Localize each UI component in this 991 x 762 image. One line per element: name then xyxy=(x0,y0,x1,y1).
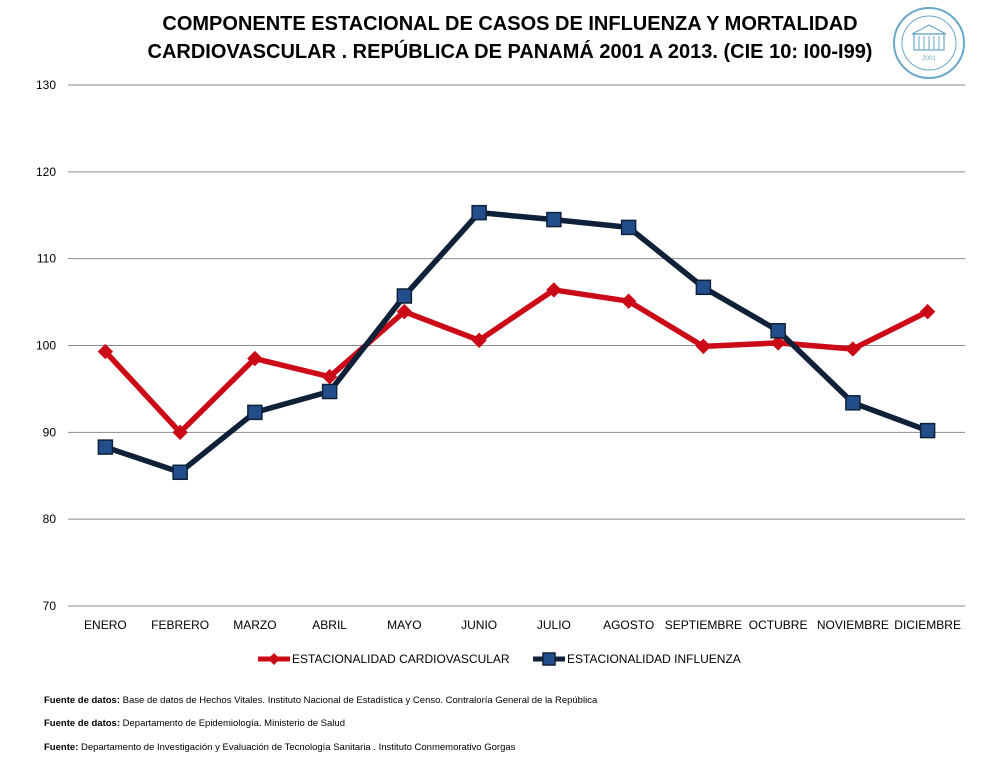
y-axis-ticks: 70 80 90 100 110 120 130 xyxy=(36,78,56,613)
legend-label-cardiovascular: ESTACIONALIDAD CARDIOVASCULAR xyxy=(292,652,510,666)
y-tick-label: 80 xyxy=(43,512,57,526)
x-axis-ticks: ENERO FEBRERO MARZO ABRIL MAYO JUNIO JULIO AGOS… xyxy=(84,618,961,632)
data-point-cardiovascular xyxy=(172,424,188,441)
x-tick-label: JUNIO xyxy=(461,618,497,632)
legend: ESTACIONALIDAD CARDIOVASCULAR ESTACIONALI… xyxy=(258,652,741,666)
x-tick-label: AGOSTO xyxy=(603,618,654,632)
data-point-influenza xyxy=(396,288,413,304)
institution-seal-icon: 2001 xyxy=(893,7,965,79)
data-point-influenza xyxy=(471,204,487,221)
chart-title-line-2: CARDIOVASCULAR . REPÚBLICA DE PANAMÁ 200… xyxy=(147,41,873,63)
data-point-influenza xyxy=(546,211,562,228)
y-tick-label: 120 xyxy=(36,165,56,179)
x-tick-label: ENERO xyxy=(84,618,127,632)
source-label-3: Fuente: xyxy=(44,742,79,753)
x-tick-label: FEBRERO xyxy=(151,618,209,632)
data-point-cardiovascular xyxy=(97,343,114,360)
y-tick-label: 70 xyxy=(43,599,57,613)
data-point-cardiovascular xyxy=(695,338,712,355)
data-point-cardiovascular xyxy=(845,341,861,357)
x-tick-label: DICIEMBRE xyxy=(894,618,961,632)
x-tick-label: MARZO xyxy=(233,618,276,632)
x-tick-label: ABRIL xyxy=(312,618,347,632)
y-tick-label: 110 xyxy=(37,252,56,266)
data-point-cardiovascular xyxy=(471,332,487,348)
legend-marker-cardiovascular xyxy=(268,653,280,665)
series-line-cardiovascular xyxy=(102,287,931,436)
x-tick-label: SEPTIEMBRE xyxy=(665,618,742,632)
line-chart: 70 80 90 100 110 120 130 ENERO FEBRERO MARZO ABRI… xyxy=(36,78,965,666)
x-tick-label: NOVIEMBRE xyxy=(817,618,889,632)
legend-marker-influenza xyxy=(542,652,556,666)
source-text-1: Base de datos de Hechos Vitales. Institu… xyxy=(122,695,598,706)
chart-title: COMPONENTE ESTACIONAL DE CASOS DE INFLUE… xyxy=(110,10,910,66)
data-point-influenza xyxy=(247,404,263,421)
data-point-cardiovascular xyxy=(620,293,637,309)
data-point-influenza xyxy=(845,395,861,411)
source-note-2: Fuente de datos: Departamento de Epidemi… xyxy=(44,718,345,729)
data-point-influenza xyxy=(321,383,338,400)
chart-title-line-1: COMPONENTE ESTACIONAL DE CASOS DE INFLUE… xyxy=(162,13,858,35)
data-point-cardiovascular xyxy=(770,335,786,351)
data-point-influenza xyxy=(695,279,712,296)
data-point-cardiovascular xyxy=(396,303,413,320)
x-tick-label: MAYO xyxy=(387,618,421,632)
source-note-3: Fuente: Departamento de Investigación y … xyxy=(44,742,515,753)
data-point-influenza xyxy=(97,439,114,455)
data-point-influenza xyxy=(919,422,936,439)
x-tick-label: OCTUBRE xyxy=(749,618,808,632)
x-tick-label: JULIO xyxy=(537,618,571,632)
data-point-cardiovascular xyxy=(546,282,562,298)
data-point-cardiovascular xyxy=(919,303,936,320)
source-text-3: Departamento de Investigación y Evaluaci… xyxy=(80,742,516,753)
data-point-cardiovascular xyxy=(321,369,338,385)
source-text-2: Departamento de Epidemiología. Ministeri… xyxy=(122,718,345,729)
source-label-2: Fuente de datos: xyxy=(44,718,121,729)
source-label-1: Fuente de datos: xyxy=(44,695,121,706)
series-lines xyxy=(102,209,931,476)
y-tick-label: 100 xyxy=(36,339,56,353)
legend-label-influenza: ESTACIONALIDAD INFLUENZA xyxy=(567,652,741,666)
data-point-influenza xyxy=(620,219,637,236)
series-markers xyxy=(97,204,936,481)
series-line-influenza xyxy=(102,209,931,476)
data-point-influenza xyxy=(172,464,188,481)
source-note-1: Fuente de datos: Base de datos de Hechos… xyxy=(44,695,597,706)
data-point-cardiovascular xyxy=(247,350,263,367)
y-tick-label: 130 xyxy=(36,78,56,92)
data-point-influenza xyxy=(770,322,786,339)
logo-year-text: 2001 xyxy=(922,56,936,62)
y-tick-label: 90 xyxy=(43,425,57,439)
